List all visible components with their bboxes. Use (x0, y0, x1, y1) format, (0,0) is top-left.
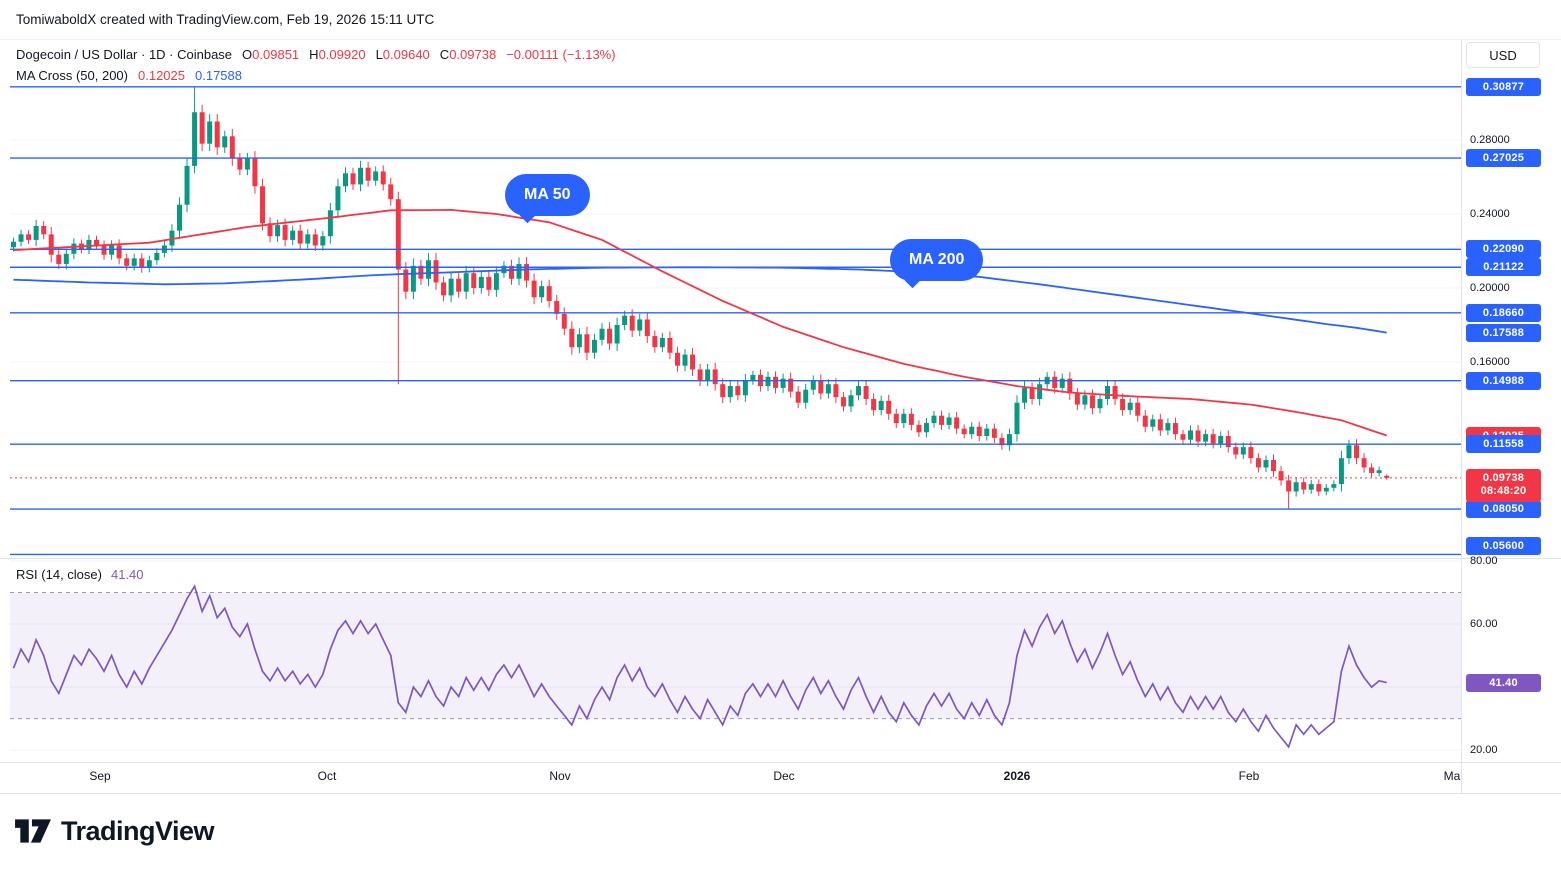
attribution-bar: TomiwaboldX created with TradingView.com… (0, 0, 1561, 38)
open-value: 0.09851 (252, 47, 300, 62)
symbol-title[interactable]: Dogecoin / US Dollar · 1D · Coinbase (16, 47, 233, 62)
open-label: O (242, 47, 253, 62)
price-axis-badge: 0.27025 (1466, 149, 1541, 168)
close-label: C (439, 47, 450, 62)
tradingview-logo-icon (15, 819, 51, 843)
rsi-value-badge: 41.40 (1466, 673, 1541, 692)
time-axis-label-dec: Dec (773, 769, 795, 783)
price-axis-badge: 0.11558 (1466, 435, 1541, 454)
price-axis-label: 0.20000 (1470, 282, 1510, 294)
price-axis-label: 0.28000 (1470, 134, 1510, 146)
currency-toggle-button[interactable]: USD (1466, 42, 1540, 68)
tradingview-logo-text: TradingView (61, 815, 215, 846)
time-axis-label-2026: 2026 (1003, 769, 1031, 783)
current-price-value: 0.09738 (1482, 472, 1525, 485)
low-value: 0.09640 (382, 47, 430, 62)
high-value: 0.09920 (318, 47, 366, 62)
time-axis-label-feb: Feb (1238, 769, 1260, 783)
time-axis-label-nov: Nov (549, 769, 571, 783)
ma50-line (13, 208, 1387, 437)
rsi-axis-label: 60.00 (1470, 618, 1498, 631)
attribution-text: TomiwaboldX created with TradingView.com… (16, 11, 435, 27)
ma50-callout-pill: MA 50 (505, 174, 590, 216)
price-axis-badge: 0.14988 (1466, 371, 1541, 390)
current-price-badge: 0.09738 08:48:20 (1466, 468, 1541, 502)
gridlines (10, 139, 1461, 751)
ma200-value: 0.17588 (195, 68, 242, 83)
change-value: −0.00111 (−1.13%) (506, 47, 616, 62)
ma50-pill-label: MA 50 (524, 186, 571, 203)
rsi-axis-label: 20.00 (1470, 744, 1498, 757)
rsi-line (12, 584, 1387, 749)
time-axis-label-oct: Oct (317, 769, 337, 783)
price-axis-badge: 0.30877 (1466, 77, 1541, 96)
price-axis-badge: 0.17588 (1466, 323, 1541, 342)
close-value: 0.09738 (449, 47, 497, 62)
price-axis-badge: 0.08050 (1466, 500, 1541, 519)
rsi-band (10, 592, 1461, 720)
high-label: H (309, 47, 319, 62)
price-axis-badge: 0.18660 (1466, 303, 1541, 322)
time-axis-label-ma: Ma (1443, 769, 1461, 783)
time-axis-label-sep: Sep (89, 769, 111, 783)
price-axis-label: 0.16000 (1470, 356, 1510, 368)
ma-cross-label[interactable]: MA Cross (50, 200) (16, 68, 128, 83)
price-axis-badge: 0.21122 (1466, 258, 1541, 277)
candlestick-series (11, 86, 1390, 510)
chart-legend: Dogecoin / US Dollar · 1D · Coinbase O0.0… (16, 44, 616, 86)
price-axis-badge: 0.05600 (1466, 537, 1541, 555)
level-lines (10, 86, 1461, 556)
rsi-value: 41.40 (110, 567, 144, 582)
ma200-pill-label: MA 200 (909, 251, 965, 268)
ma50-value: 0.12025 (138, 68, 185, 83)
price-axis-label: 0.24000 (1470, 208, 1510, 220)
rsi-label[interactable]: RSI (14, close) (16, 567, 102, 582)
ma200-callout-pill: MA 200 (890, 239, 984, 281)
bar-countdown: 08:48:20 (1480, 485, 1527, 498)
chart-plot-area[interactable] (0, 0, 1561, 800)
price-axis-badge: 0.22090 (1466, 240, 1541, 259)
symbol-row: Dogecoin / US Dollar · 1D · Coinbase O0.0… (16, 44, 616, 65)
panel-separators (0, 39, 1561, 794)
tradingview-logo[interactable]: TradingView (14, 814, 215, 848)
ma200-line (13, 266, 1387, 334)
rsi-legend: RSI (14, close) 41.40 (16, 567, 144, 582)
low-label: L (375, 47, 383, 62)
rsi-axis-label: 80.00 (1470, 555, 1498, 567)
ma-cross-row: MA Cross (50, 200) 0.12025 0.17588 (16, 65, 616, 86)
